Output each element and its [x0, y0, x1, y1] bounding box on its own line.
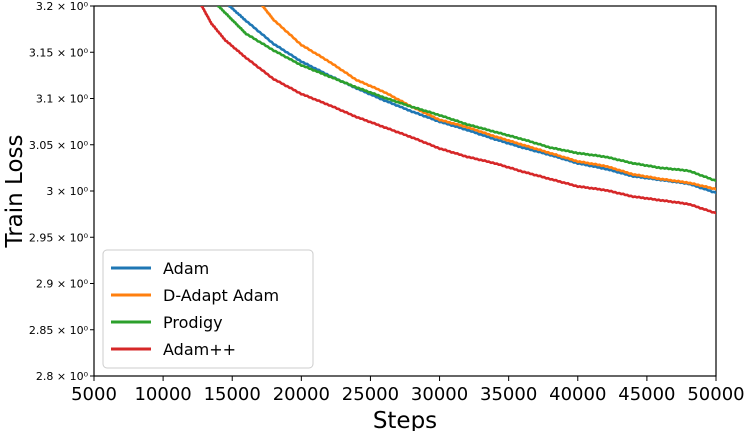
x-tick-label: 10000: [134, 384, 191, 405]
legend-label-prodigy: Prodigy: [163, 313, 223, 332]
x-tick-label: 15000: [204, 384, 261, 405]
legend-label-d-adapt-adam: D-Adapt Adam: [163, 286, 279, 305]
y-axis-ticks: 2.8 × 10⁰ 2.85 × 10⁰ 2.9 × 10⁰ 2.95 × 10⁰ 3 …: [29, 0, 94, 383]
y-tick-label: 3.1 × 10⁰: [36, 93, 89, 106]
y-tick-label: 3 × 10⁰: [46, 185, 88, 198]
series-line-d-adapt-adam: [261, 6, 716, 191]
x-tick-label: 40000: [549, 384, 606, 405]
series-layer: [200, 6, 716, 215]
x-tick-label: 20000: [273, 384, 330, 405]
y-axis-label: Train Loss: [2, 135, 28, 249]
y-tick-label: 3.15 × 10⁰: [29, 46, 89, 59]
x-tick-label: 35000: [480, 384, 537, 405]
series-line-adam: [228, 6, 716, 195]
plot-area: 5000 10000 15000 20000 25000 30000 35000 40000 4…: [29, 0, 745, 405]
x-tick-label: 25000: [342, 384, 399, 405]
legend: Adam D-Adapt Adam Prodigy Adam++: [102, 249, 314, 369]
x-tick-label: 5000: [71, 384, 117, 405]
legend-label-adam: Adam: [163, 259, 209, 278]
series-line-prodigy: [217, 6, 716, 183]
x-tick-label: 30000: [411, 384, 468, 405]
x-tick-label: 45000: [618, 384, 675, 405]
y-tick-label: 2.9 × 10⁰: [36, 278, 89, 291]
y-tick-label: 3.05 × 10⁰: [29, 139, 89, 152]
y-tick-label: 2.95 × 10⁰: [29, 231, 89, 244]
series-line-adam-: [200, 6, 716, 215]
x-axis-ticks: 5000 10000 15000 20000 25000 30000 35000 40000 4…: [71, 376, 745, 405]
legend-box: [102, 249, 314, 369]
x-axis-label: Steps: [373, 408, 437, 431]
y-tick-label: 3.2 × 10⁰: [36, 0, 89, 13]
x-tick-label: 50000: [687, 384, 744, 405]
y-tick-label: 2.85 × 10⁰: [29, 324, 89, 337]
legend-label-adam-: Adam++: [163, 340, 236, 359]
y-tick-label: 2.8 × 10⁰: [36, 370, 89, 383]
